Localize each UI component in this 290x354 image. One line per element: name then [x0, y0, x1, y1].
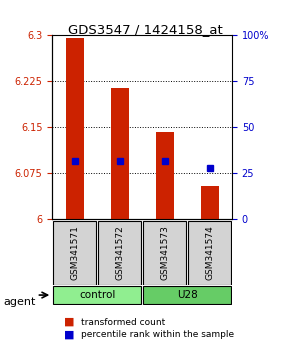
Text: U28: U28	[177, 290, 197, 300]
FancyBboxPatch shape	[98, 222, 141, 285]
FancyBboxPatch shape	[143, 286, 231, 304]
Bar	[201, 186, 219, 219]
Text: GSM341571: GSM341571	[70, 225, 79, 280]
Text: ■: ■	[64, 317, 74, 327]
Text: control: control	[79, 290, 115, 300]
FancyBboxPatch shape	[53, 222, 96, 285]
Text: GSM341574: GSM341574	[205, 225, 214, 280]
Text: GSM341573: GSM341573	[160, 225, 169, 280]
Text: ■: ■	[64, 330, 74, 339]
Bar	[110, 87, 129, 219]
Text: GSM341572: GSM341572	[115, 225, 124, 280]
Bar	[66, 39, 84, 219]
FancyBboxPatch shape	[53, 286, 141, 304]
FancyBboxPatch shape	[143, 222, 186, 285]
FancyBboxPatch shape	[188, 222, 231, 285]
Text: GDS3547 / 1424158_at: GDS3547 / 1424158_at	[68, 23, 222, 36]
Text: agent: agent	[3, 297, 35, 307]
Text: percentile rank within the sample: percentile rank within the sample	[81, 330, 234, 339]
Text: transformed count: transformed count	[81, 318, 166, 327]
Bar	[155, 132, 173, 219]
